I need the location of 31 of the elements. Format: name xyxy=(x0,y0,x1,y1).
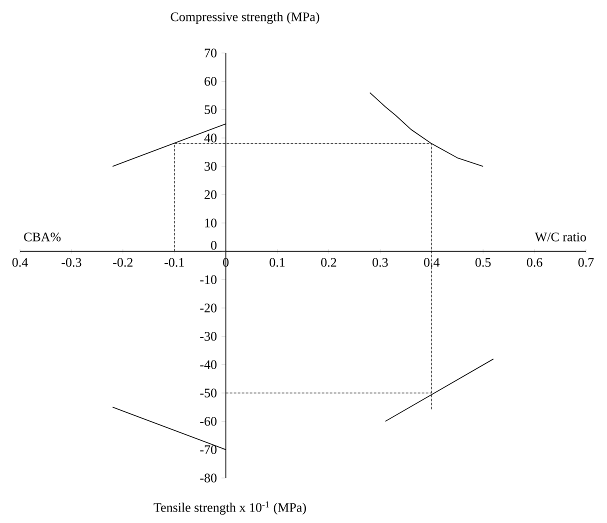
y-tick-label: 20 xyxy=(204,190,217,200)
y-tick-label: -60 xyxy=(200,416,217,426)
x-axis-title: W/C ratio xyxy=(534,232,586,242)
y-tick-label: -40 xyxy=(200,360,217,370)
annotation: CBA% xyxy=(24,232,61,242)
y-tick-label: -80 xyxy=(200,474,217,482)
y-tick-label: 70 xyxy=(204,48,217,58)
x-tick-label: 0.4 xyxy=(12,258,28,267)
x-tick-label: 0.4 xyxy=(424,258,440,267)
y-tick-label: -50 xyxy=(200,388,217,398)
y-tick-label: 30 xyxy=(204,162,217,171)
y-axis-title: Compressive strength (MPa) xyxy=(170,12,320,24)
x-tick-label: -0.2 xyxy=(113,258,132,267)
y-tick-label: -70 xyxy=(200,445,217,454)
x-tick-label: -0.1 xyxy=(164,258,184,267)
x-tick-label: 0.5 xyxy=(475,258,491,267)
y-tick-label: -30 xyxy=(200,332,217,341)
x-tick-label: 0.2 xyxy=(321,258,336,267)
x-tick-label: 0.7 xyxy=(578,258,594,267)
text: Tensile strength x 10$^{-1}$ (MPa) xyxy=(154,501,306,515)
y-tick-label: -20 xyxy=(200,304,217,312)
y-tick-label: 40 xyxy=(204,134,217,142)
x-tick-label: 0.6 xyxy=(526,258,542,267)
x-tick-label: -0.3 xyxy=(62,258,82,267)
y-tick-label: 60 xyxy=(204,76,217,86)
y-tick-label: -10 xyxy=(200,275,217,284)
y-tick-label: 50 xyxy=(204,105,217,114)
y-tick-label: 10 xyxy=(205,218,217,228)
x-tick-label: 0.1 xyxy=(270,258,285,267)
y-tick-label: 0 xyxy=(211,240,217,250)
x-tick-label: 0.3 xyxy=(372,258,388,267)
